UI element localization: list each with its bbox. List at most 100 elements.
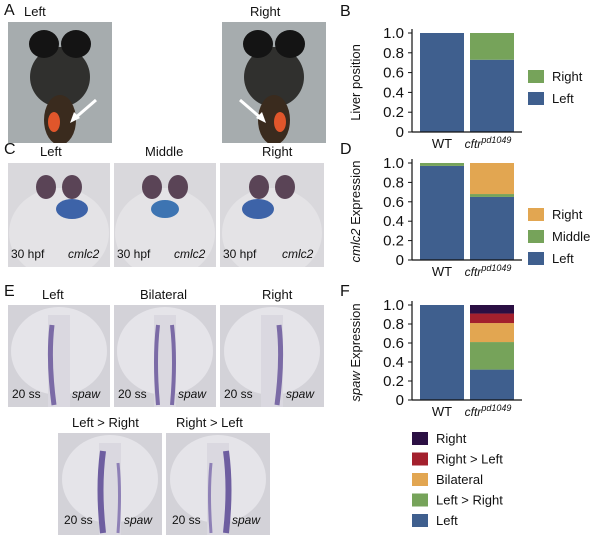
y-tick-label: 0.8 — [383, 174, 404, 191]
y-tick-label: 0.8 — [383, 316, 404, 333]
y-tick-label: 0 — [396, 124, 404, 141]
y-axis-label: spaw Expression — [348, 303, 363, 401]
y-tick-label: 0.6 — [383, 194, 404, 211]
panel-letter-f: F — [340, 283, 350, 300]
panel-c-label-right: Right — [262, 144, 293, 159]
legend-label: Left > Right — [436, 493, 503, 508]
panel-c-gene-2: cmlc2 — [174, 247, 206, 261]
legend-label: Middle — [552, 229, 590, 244]
panel-letter-b: B — [340, 3, 351, 20]
legend-label: Left — [552, 91, 574, 106]
heart-photo-left: 30 hpf cmlc2 — [8, 163, 110, 267]
y-tick-label: 1.0 — [383, 297, 404, 314]
y-axis-label: Liver position — [348, 44, 363, 121]
bar-wt-middle — [420, 163, 464, 166]
panel-e-stage-5: 20 ss — [172, 513, 201, 527]
legend-label: Left — [552, 251, 574, 266]
y-tick-label: 0 — [396, 392, 404, 409]
legend-swatch — [528, 208, 544, 221]
panel-e-gene-5: spaw — [232, 513, 261, 527]
embryo-photo-left-gt-right: 20 ss spaw — [58, 433, 162, 535]
panel-e-label-left: Left — [42, 287, 64, 302]
panel-e-gene-3: spaw — [286, 387, 315, 401]
x-tick-label-mutant: cftrpd1049 — [465, 135, 512, 151]
panel-e-gene-2: spaw — [178, 387, 207, 401]
chart-spaw-expression: 0 0.2 0.4 0.6 0.8 1.0 spaw Expression WT cftrpd1… — [348, 297, 522, 528]
panel-e-stage-3: 20 ss — [224, 387, 253, 401]
heart-photo-middle: 30 hpf cmlc2 — [114, 163, 216, 267]
bar-cftr-pd1049-bilateral — [470, 323, 514, 343]
panel-e-label-bilateral: Bilateral — [140, 287, 187, 302]
legend-swatch — [412, 473, 428, 486]
bar-wt-left — [420, 33, 464, 132]
legend-swatch — [528, 92, 544, 105]
panel-a-right-label: Right — [250, 4, 281, 19]
y-tick-label: 0.6 — [383, 335, 404, 352]
panel-e-label-right-gt-left: Right > Left — [176, 415, 243, 430]
panel-c-stage-2: 30 hpf — [117, 247, 151, 261]
legend-swatch — [412, 452, 428, 466]
legend-swatch — [528, 70, 544, 83]
legend-swatch — [528, 252, 544, 265]
heart-photo-right: 30 hpf cmlc2 — [220, 163, 324, 267]
legend-label: Right — [436, 431, 467, 446]
panel-c-stage-3: 30 hpf — [223, 247, 257, 261]
bar-cftr-pd1049-middle — [470, 194, 514, 197]
y-tick-label: 0.4 — [383, 213, 404, 230]
panel-e-stage-4: 20 ss — [64, 513, 93, 527]
y-tick-label: 0.4 — [383, 354, 404, 371]
bar-cftr-pd1049-left-right — [470, 342, 514, 370]
y-tick-label: 0.2 — [383, 104, 404, 121]
panel-c-gene-1: cmlc2 — [68, 247, 100, 261]
y-tick-label: 0 — [396, 252, 404, 269]
y-tick-label: 0.2 — [383, 373, 404, 390]
bar-wt-left — [420, 165, 464, 260]
bar-cftr-pd1049-right — [470, 163, 514, 195]
panel-e-stage-2: 20 ss — [118, 387, 147, 401]
y-tick-label: 0.8 — [383, 45, 404, 62]
panel-e-gene-4: spaw — [124, 513, 153, 527]
legend-swatch — [412, 514, 428, 527]
bar-cftr-pd1049-right — [470, 305, 514, 314]
legend-label: Right > Left — [436, 452, 503, 467]
legend-label: Bilateral — [436, 472, 483, 487]
y-tick-label: 0.6 — [383, 65, 404, 82]
x-tick-label-wt: WT — [432, 404, 452, 419]
legend-swatch — [412, 432, 428, 445]
embryo-photo-right: 20 ss spaw — [220, 305, 324, 407]
bar-cftr-pd1049-right — [470, 33, 514, 60]
y-tick-label: 1.0 — [383, 155, 404, 172]
legend-label: Left — [436, 513, 458, 528]
panel-e-gene-1: spaw — [72, 387, 101, 401]
bar-cftr-pd1049-left — [470, 59, 514, 133]
panel-c-label-left: Left — [40, 144, 62, 159]
panel-letter-d: D — [340, 141, 352, 158]
larva-photo-right — [222, 22, 326, 143]
x-tick-label-wt: WT — [432, 136, 452, 151]
bar-cftr-pd1049-right-left — [470, 313, 514, 324]
panel-c-label-middle: Middle — [145, 144, 184, 159]
y-tick-label: 0.2 — [383, 233, 404, 250]
x-tick-label-wt: WT — [432, 264, 452, 279]
embryo-photo-right-gt-left: 20 ss spaw — [166, 433, 270, 535]
bar-cftr-pd1049-left — [470, 196, 514, 260]
legend-swatch — [528, 230, 544, 243]
panel-a-left-label: Left — [24, 4, 46, 19]
y-tick-label: 1.0 — [383, 25, 404, 42]
chart-cmlc2-expression: 0 0.2 0.4 0.6 0.8 1.0 cmlc2 Expression WT cftrpd… — [348, 155, 590, 279]
chart-liver-position: 0 0.2 0.4 0.6 0.8 1.0 Liver position WT cftrpd10… — [348, 25, 583, 151]
bar-wt-left — [420, 305, 464, 400]
y-axis-label: cmlc2 Expression — [348, 161, 363, 263]
panel-letter-e: E — [4, 283, 15, 300]
embryo-photo-left: 20 ss spaw — [8, 305, 110, 407]
legend-label: Right — [552, 207, 583, 222]
larva-photo-left — [8, 22, 112, 143]
panel-letter-a: A — [4, 2, 15, 19]
panel-c-stage-1: 30 hpf — [11, 247, 45, 261]
embryo-photo-bilateral: 20 ss spaw — [114, 305, 216, 407]
x-tick-label-mutant: cftrpd1049 — [465, 403, 512, 419]
panel-e-label-left-gt-right: Left > Right — [72, 415, 139, 430]
panel-letter-c: C — [4, 141, 16, 158]
panel-e-label-right: Right — [262, 287, 293, 302]
bar-cftr-pd1049-left — [470, 369, 514, 400]
